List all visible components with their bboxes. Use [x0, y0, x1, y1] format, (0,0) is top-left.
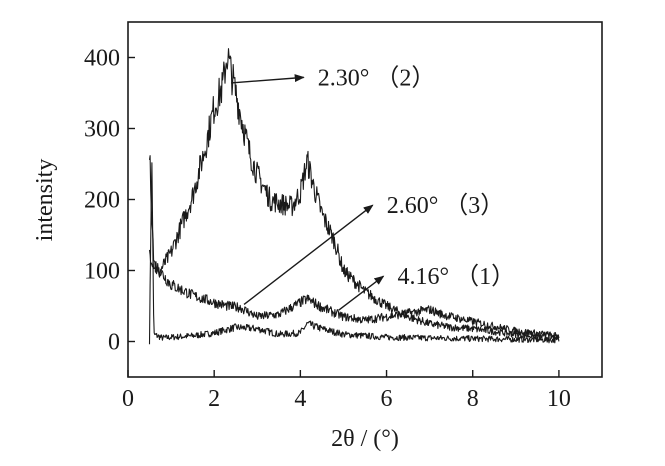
series-line	[148, 162, 560, 345]
x-tick-label: 6	[381, 386, 393, 412]
x-axis-label: 2θ / (°)	[331, 426, 399, 452]
series-2	[148, 48, 560, 341]
annotation-3: 4.16° （1）	[338, 264, 515, 311]
series-line	[148, 48, 560, 341]
annotation-arrow	[231, 74, 305, 84]
x-tick-label: 10	[547, 386, 571, 412]
y-tick-label: 200	[84, 188, 120, 214]
annotation-2: 2.60° （3）	[243, 193, 505, 305]
series-1	[148, 162, 560, 345]
annotation-arrow	[243, 204, 374, 305]
annotation-label: 2.30° （2）	[318, 65, 436, 91]
y-tick-label: 0	[108, 330, 120, 356]
annotation-arrow	[338, 275, 385, 311]
y-tick-label: 300	[84, 117, 120, 143]
annotation-layer: 2.30° （2） 2.60° （3） 4.16° （1）	[231, 65, 515, 311]
annotation-label: 4.16° （1）	[397, 264, 515, 290]
annotation-label: 2.60° （3）	[387, 193, 505, 219]
series-line	[148, 155, 560, 339]
series-layer	[148, 48, 560, 345]
x-tick-label: 2	[208, 386, 220, 412]
x-tick-label: 0	[122, 386, 134, 412]
y-tick-label: 400	[84, 46, 120, 72]
y-tick-label: 100	[84, 259, 120, 285]
x-tick-label: 8	[467, 386, 479, 412]
annotation-1: 2.30° （2）	[231, 65, 435, 91]
y-axis-label: intensity	[32, 159, 58, 242]
x-tick-label: 4	[294, 386, 306, 412]
series-3	[148, 155, 560, 339]
